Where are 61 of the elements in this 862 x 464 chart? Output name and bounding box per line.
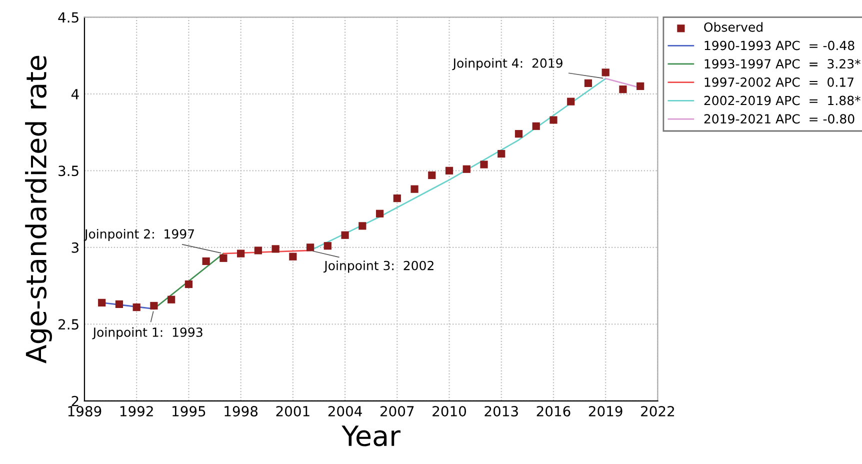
point	[550, 116, 558, 124]
legend-label: 1990-1993 APC = -0.48	[704, 40, 854, 50]
point	[358, 222, 366, 230]
x-tick-label: 2013	[484, 406, 518, 417]
point	[376, 210, 384, 218]
point	[132, 303, 140, 312]
point	[220, 254, 228, 262]
x-tick-label: 2019	[588, 406, 622, 417]
point	[445, 166, 454, 174]
x-tick-label: 2004	[328, 406, 362, 417]
point	[254, 246, 262, 254]
annotation: Joinpoint 1: 1993	[92, 327, 202, 340]
y-tick-label: 3	[72, 242, 78, 253]
point	[619, 86, 627, 94]
point	[168, 296, 176, 304]
y-tick-label: 2.5	[58, 319, 78, 330]
point	[202, 257, 210, 266]
point	[514, 130, 523, 138]
legend-label: 2019-2021 APC = -0.80	[704, 114, 854, 124]
point	[115, 300, 124, 308]
point	[393, 194, 401, 202]
y-axis-title: Age-standardized rate	[25, 56, 52, 364]
point	[237, 250, 245, 258]
annotation: Joinpoint 4: 2019	[452, 58, 562, 70]
point	[567, 98, 575, 106]
point	[410, 185, 418, 193]
x-tick-label: 1995	[172, 406, 206, 417]
point	[602, 68, 610, 76]
x-tick-label: 2001	[276, 406, 310, 417]
x-tick-label: 2007	[380, 406, 414, 417]
legend-label: 1993-1997 APC = 3.23*	[704, 59, 860, 69]
point	[341, 231, 349, 239]
x-tick-label: 1998	[224, 406, 258, 417]
legend-label: 1997-2002 APC = 0.17	[704, 77, 854, 87]
point	[498, 150, 506, 158]
legend-label: Observed	[704, 22, 762, 32]
y-tick-label: 2	[72, 396, 78, 406]
point	[584, 79, 592, 87]
point	[462, 165, 470, 173]
annotation: Joinpoint 3: 2002	[324, 260, 434, 273]
point	[480, 160, 488, 168]
point	[532, 122, 540, 130]
point	[98, 298, 106, 306]
x-tick-label: 2022	[641, 406, 674, 417]
point	[272, 245, 280, 253]
y-tick-label: 3.5	[58, 166, 78, 176]
x-tick-label: 1992	[120, 406, 153, 417]
y-tick-label: 4.5	[58, 12, 78, 23]
point	[324, 242, 332, 250]
x-tick-label: 2010	[432, 406, 466, 417]
point	[184, 280, 193, 288]
y-tick-label: 4	[71, 89, 79, 100]
point	[289, 252, 297, 260]
point	[636, 82, 644, 90]
x-tick-label: 2016	[536, 406, 570, 417]
point	[428, 171, 436, 180]
x-axis-title: Year	[342, 426, 400, 446]
x-tick-label: 1989	[68, 406, 102, 417]
point	[150, 302, 158, 310]
legend-label: 2002-2019 APC = 1.88*	[704, 96, 860, 106]
point	[306, 244, 314, 252]
